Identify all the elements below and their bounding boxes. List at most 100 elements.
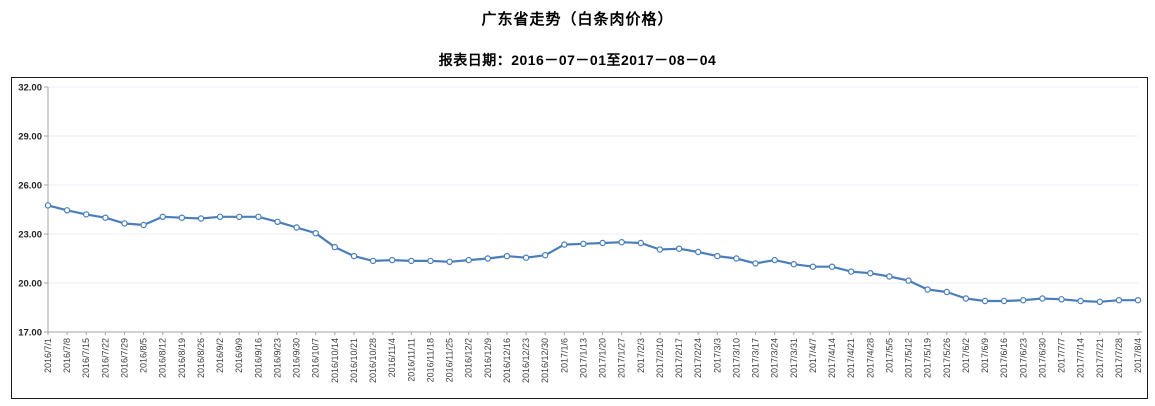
data-point-marker xyxy=(714,252,721,260)
y-axis-label: 17.00 xyxy=(18,328,42,339)
x-axis-label: 2017/1/6 xyxy=(559,338,569,373)
x-axis-label: 2017/6/23 xyxy=(1018,338,1028,378)
data-point-marker xyxy=(1039,295,1046,302)
x-axis-label: 2017/2/24 xyxy=(693,338,703,378)
x-axis-label: 2016/9/16 xyxy=(253,338,263,378)
x-axis-label: 2016/11/4 xyxy=(387,338,397,377)
data-point-marker xyxy=(503,252,511,260)
data-point-marker xyxy=(274,218,281,225)
data-point-marker xyxy=(522,254,530,261)
data-point-marker xyxy=(599,239,606,247)
data-point-marker xyxy=(159,213,166,220)
report-date-range: 报表日期：2016－07－01至2017－08－04 xyxy=(438,52,717,68)
x-axis-label: 2017/1/27 xyxy=(617,338,627,378)
data-point-marker xyxy=(733,255,740,262)
data-point-marker xyxy=(790,260,798,268)
x-axis-label: 2016/7/29 xyxy=(119,338,129,378)
x-axis-label: 2017/5/5 xyxy=(884,338,894,373)
data-point-marker xyxy=(331,243,338,251)
data-point-marker xyxy=(369,257,377,265)
data-point-marker xyxy=(1000,297,1008,305)
x-axis-label: 2017/3/10 xyxy=(731,338,741,378)
data-point-marker xyxy=(408,257,415,265)
x-axis-label: 2017/2/3 xyxy=(636,338,646,373)
data-point-marker xyxy=(924,286,931,293)
data-point-marker xyxy=(140,221,147,229)
data-point-marker xyxy=(293,224,300,231)
x-axis-label: 2017/3/31 xyxy=(789,338,799,378)
data-point-marker xyxy=(121,220,128,227)
data-point-marker xyxy=(752,260,759,267)
page-title: 广东省走势（白条肉价格） xyxy=(481,11,674,28)
data-point-marker xyxy=(809,263,817,270)
data-point-marker xyxy=(197,215,205,222)
x-axis-label: 2017/7/7 xyxy=(1057,338,1067,373)
x-axis-label: 2016/12/16 xyxy=(502,338,512,383)
x-axis-label: 2016/10/14 xyxy=(330,338,340,383)
x-axis-label: 2017/8/4 xyxy=(1133,338,1143,373)
data-point-marker xyxy=(637,239,645,247)
data-point-marker xyxy=(255,213,262,220)
x-axis-label: 2017/3/3 xyxy=(712,338,722,373)
x-axis-label: 2017/4/14 xyxy=(827,338,837,378)
data-point-marker xyxy=(178,214,186,221)
x-axis-label: 2016/7/8 xyxy=(62,338,72,373)
data-point-marker xyxy=(1020,296,1027,304)
data-point-marker xyxy=(1096,298,1104,305)
x-axis-label: 2016/8/19 xyxy=(177,338,187,378)
data-point-marker xyxy=(63,207,71,214)
price-line xyxy=(46,204,1140,303)
data-point-marker xyxy=(216,213,224,220)
data-point-marker xyxy=(867,269,874,277)
data-point-marker xyxy=(465,256,472,264)
x-axis-label: 2016/8/26 xyxy=(196,338,206,378)
x-axis-label: 2017/2/17 xyxy=(674,338,684,378)
y-axis-label: 29.00 xyxy=(18,132,42,143)
y-axis-label: 32.00 xyxy=(18,83,42,94)
data-point-marker xyxy=(44,202,52,209)
x-axis-label: 2017/1/13 xyxy=(578,338,588,378)
data-point-marker xyxy=(848,268,855,275)
chart-container: 32.00 29.00 26.00 23.00 20.00 17.00 2016/7/1 20… xyxy=(11,77,1148,399)
x-axis-label: 2017/6/9 xyxy=(980,338,990,373)
x-axis-label: 2016/7/22 xyxy=(100,338,110,378)
data-point-marker xyxy=(695,248,702,256)
data-point-marker xyxy=(389,256,396,264)
x-axis-label: 2016/9/30 xyxy=(292,338,302,378)
x-axis-label: 2016/9/9 xyxy=(234,338,244,373)
data-point-marker xyxy=(656,246,664,253)
x-axis-label: 2016/7/15 xyxy=(81,338,91,378)
data-point-marker xyxy=(1077,297,1084,305)
data-point-marker xyxy=(618,238,625,246)
data-point-marker xyxy=(446,258,453,265)
x-axis-label: 2016/10/7 xyxy=(311,338,321,378)
data-point-marker xyxy=(561,241,568,248)
data-point-marker xyxy=(350,252,358,260)
x-axis-label: 2017/6/2 xyxy=(961,338,971,373)
data-point-marker xyxy=(962,295,970,302)
x-axis-label: 2017/4/21 xyxy=(846,338,856,378)
x-axis-label: 2016/11/25 xyxy=(445,338,455,382)
x-axis-label: 2016/10/21 xyxy=(349,338,359,383)
x-axis-label: 2017/2/10 xyxy=(655,338,665,378)
x-axis-label: 2016/12/30 xyxy=(540,338,550,383)
x-axis-label: 2017/6/30 xyxy=(1037,338,1047,378)
x-axis-label: 2017/5/19 xyxy=(923,338,933,378)
y-axis-label: 23.00 xyxy=(18,230,42,241)
x-axis-label: 2016/9/23 xyxy=(272,338,282,378)
x-axis-label: 2017/5/12 xyxy=(904,338,914,378)
data-point-marker xyxy=(102,214,109,221)
y-axis-label: 26.00 xyxy=(18,181,42,192)
x-axis-label: 2016/8/12 xyxy=(158,338,168,378)
x-axis-label: 2016/10/28 xyxy=(368,338,378,383)
x-axis-label: 2016/12/2 xyxy=(464,338,474,378)
x-axis-label: 2017/5/26 xyxy=(942,338,952,378)
x-axis-label: 2017/7/28 xyxy=(1114,338,1124,378)
data-point-marker xyxy=(943,288,951,296)
x-axis-label: 2016/12/9 xyxy=(483,338,493,378)
data-point-marker xyxy=(542,251,549,259)
data-point-marker xyxy=(312,229,319,237)
data-point-marker xyxy=(1058,296,1065,303)
x-axis-label: 2016/11/11 xyxy=(406,338,416,382)
